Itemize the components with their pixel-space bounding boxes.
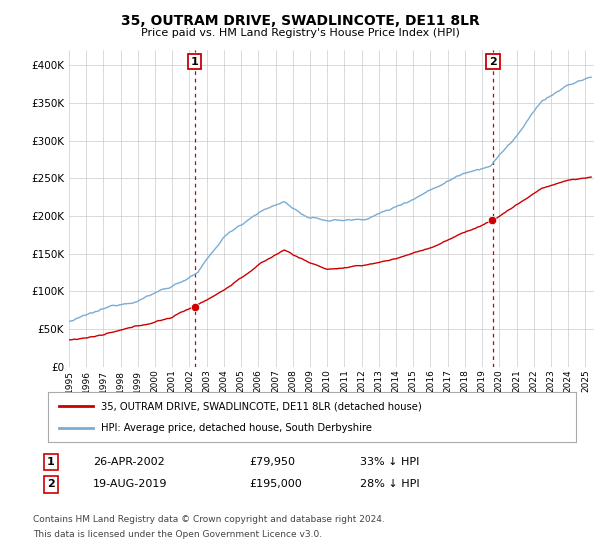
Text: £79,950: £79,950 [249, 457, 295, 467]
Text: 2: 2 [47, 479, 55, 489]
Text: £195,000: £195,000 [249, 479, 302, 489]
Text: 1: 1 [191, 57, 199, 67]
Text: Price paid vs. HM Land Registry's House Price Index (HPI): Price paid vs. HM Land Registry's House … [140, 28, 460, 38]
Text: 2: 2 [489, 57, 497, 67]
Text: This data is licensed under the Open Government Licence v3.0.: This data is licensed under the Open Gov… [33, 530, 322, 539]
Text: 26-APR-2002: 26-APR-2002 [93, 457, 165, 467]
Text: HPI: Average price, detached house, South Derbyshire: HPI: Average price, detached house, Sout… [101, 423, 372, 433]
Text: 35, OUTRAM DRIVE, SWADLINCOTE, DE11 8LR: 35, OUTRAM DRIVE, SWADLINCOTE, DE11 8LR [121, 14, 479, 28]
Text: 35, OUTRAM DRIVE, SWADLINCOTE, DE11 8LR (detached house): 35, OUTRAM DRIVE, SWADLINCOTE, DE11 8LR … [101, 401, 422, 411]
Text: Contains HM Land Registry data © Crown copyright and database right 2024.: Contains HM Land Registry data © Crown c… [33, 515, 385, 524]
Text: 28% ↓ HPI: 28% ↓ HPI [360, 479, 419, 489]
Text: 33% ↓ HPI: 33% ↓ HPI [360, 457, 419, 467]
Text: 1: 1 [47, 457, 55, 467]
Text: 19-AUG-2019: 19-AUG-2019 [93, 479, 167, 489]
